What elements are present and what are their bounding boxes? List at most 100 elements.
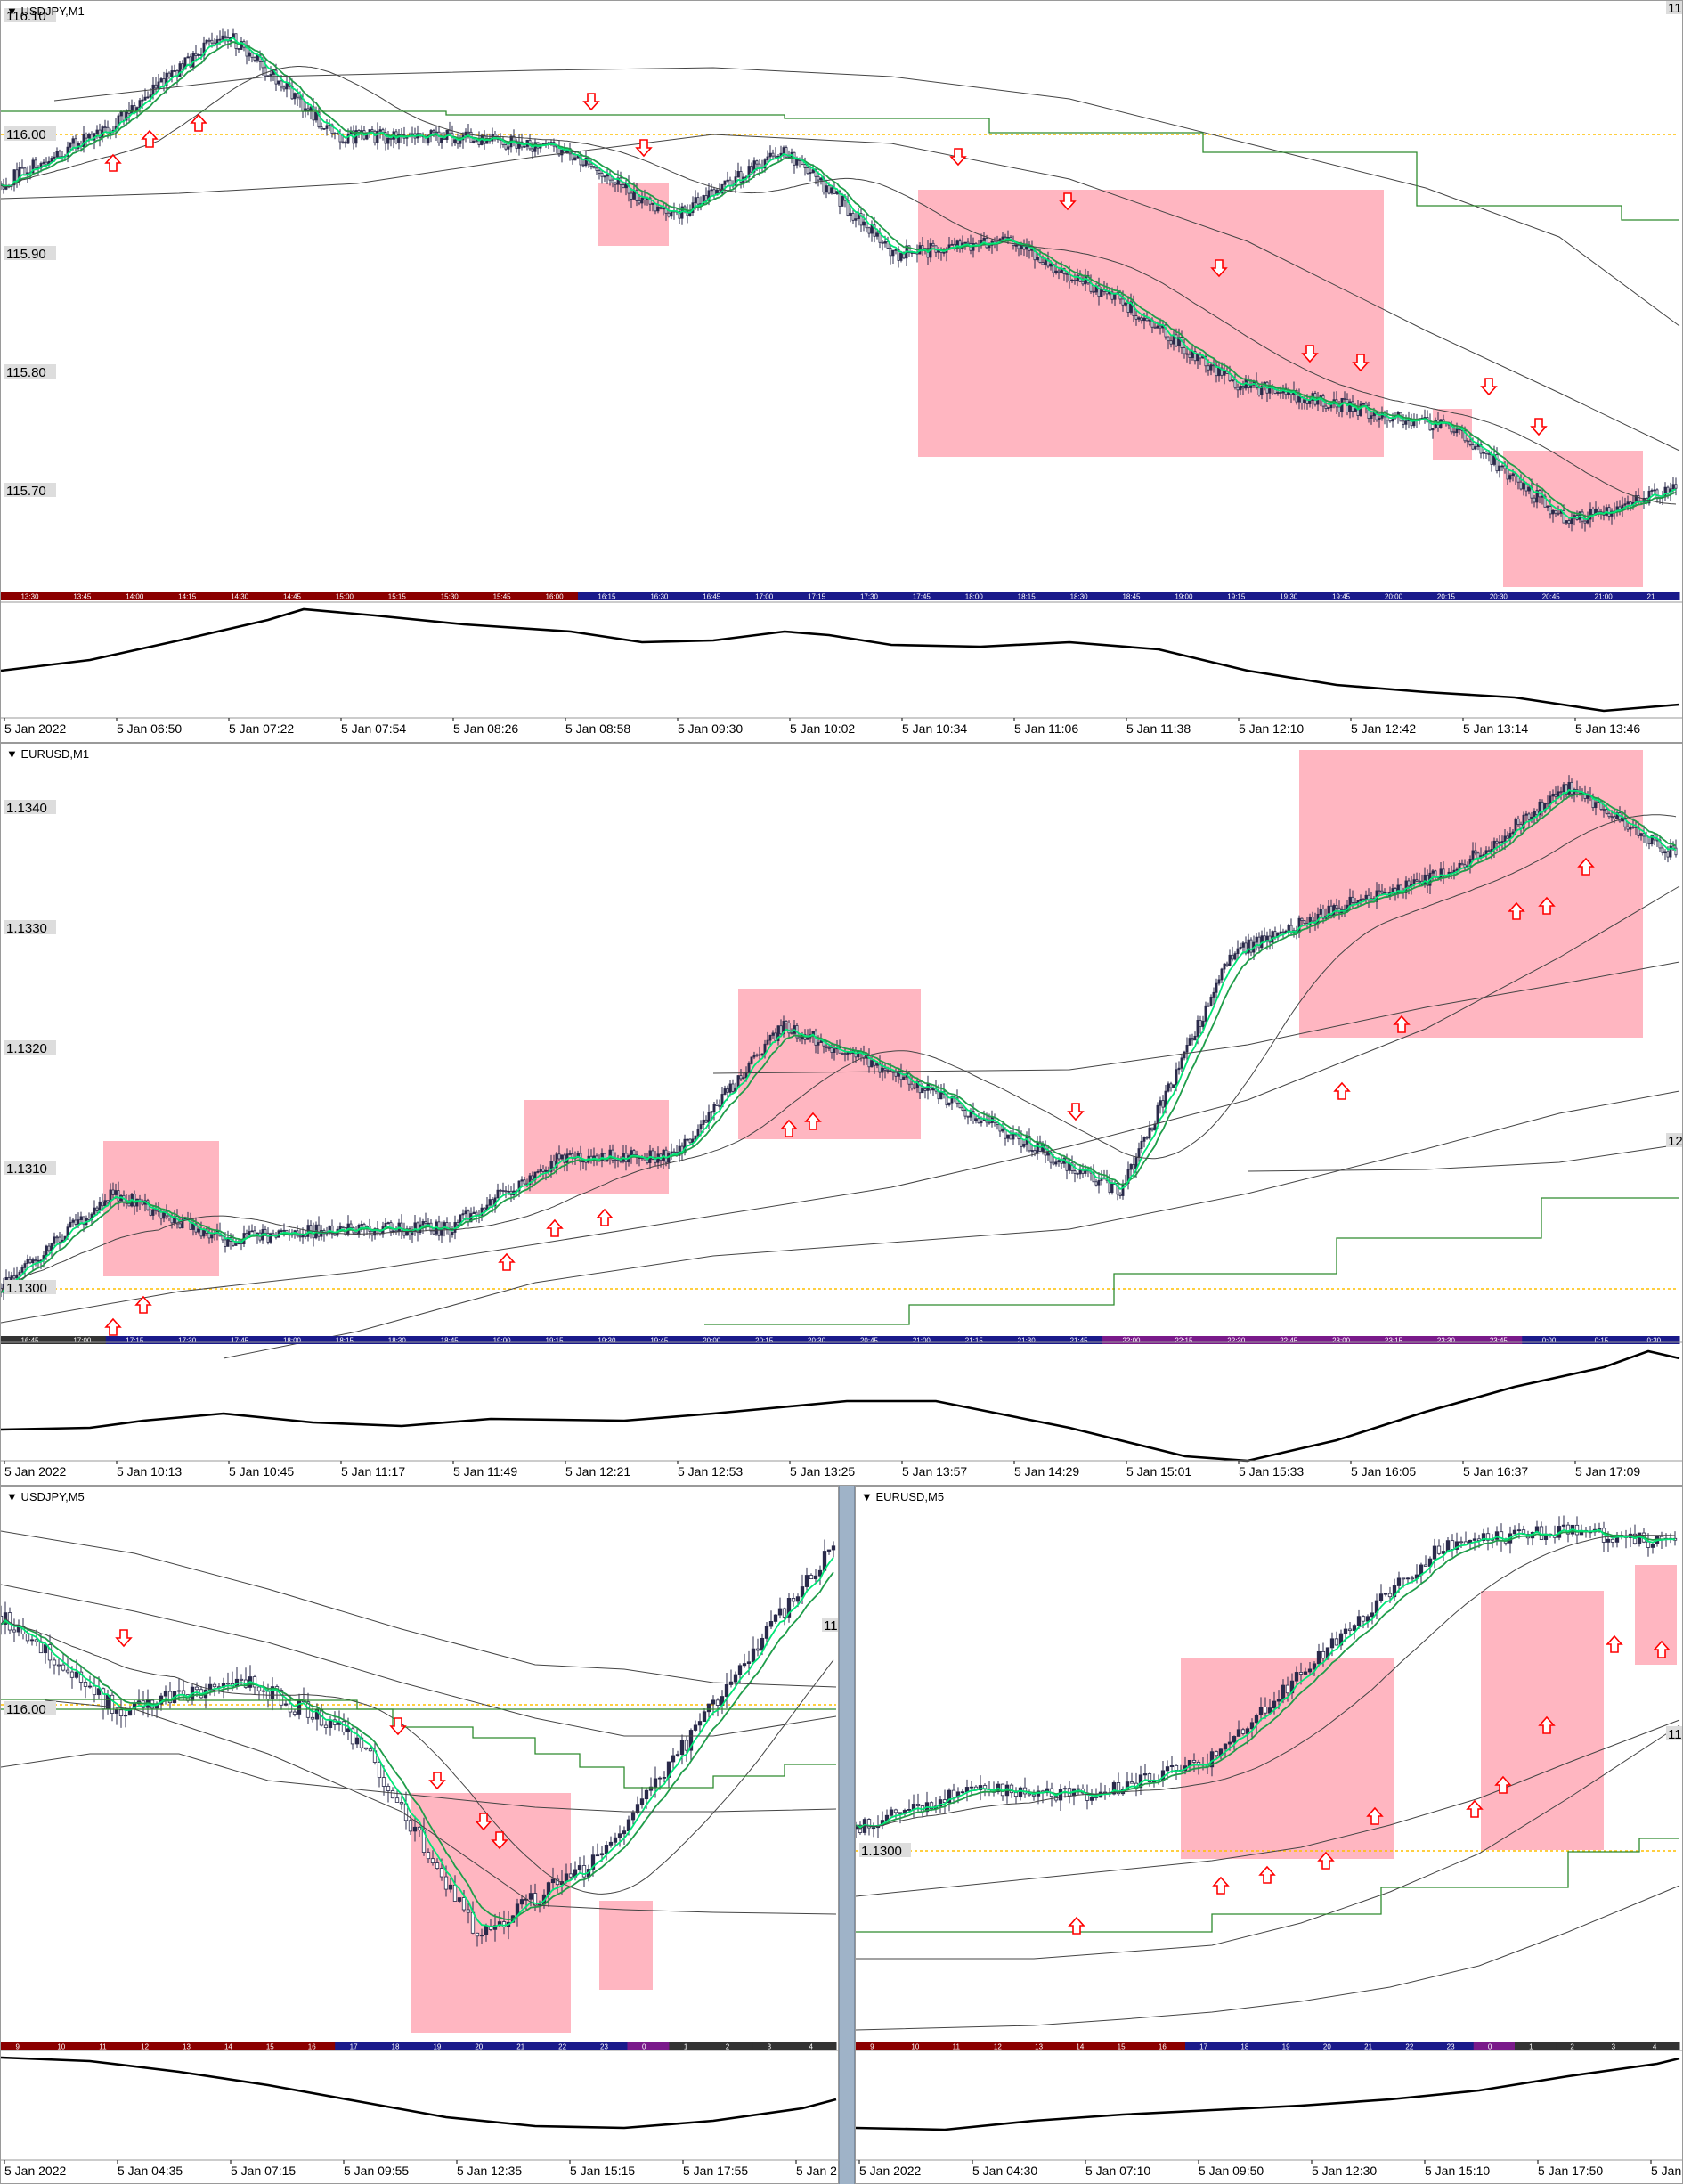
- usdjpy-m1-chart[interactable]: ▼ USDJPY,M1 116.10 116.00 115.90 115.80 115.…: [0, 0, 1683, 743]
- candle: [306, 108, 310, 111]
- session-bar-label: 18:30: [388, 1337, 407, 1345]
- candle: [1159, 325, 1162, 329]
- session-bar-label: 18: [1240, 2043, 1248, 2051]
- candle: [373, 1228, 377, 1236]
- candle: [248, 52, 251, 57]
- candle: [838, 191, 842, 207]
- candle: [563, 1154, 566, 1163]
- candle: [1142, 1137, 1146, 1142]
- candle: [78, 1671, 84, 1683]
- price-axis-label-bg: [4, 1161, 56, 1175]
- session-bar-label: 19:30: [598, 1337, 616, 1345]
- candle: [614, 182, 617, 185]
- candle: [974, 1118, 978, 1121]
- candle: [768, 1621, 774, 1627]
- candle: [1110, 291, 1114, 300]
- candle: [1503, 835, 1507, 843]
- time-axis-label: 5 Jan 04:30: [972, 2164, 1037, 2178]
- candle: [461, 1897, 467, 1911]
- session-bar-segment: [473, 592, 526, 600]
- candle: [1183, 347, 1186, 354]
- session-bar-segment: [682, 1336, 736, 1344]
- candle: [1272, 1700, 1277, 1709]
- eurusd-m5-chart[interactable]: ▼ EURUSD,M5 1.1300 11 9 10 11 12 13 14 15 16 17 18 1…: [855, 1486, 1683, 2184]
- candle: [1153, 1123, 1157, 1131]
- session-bar-label: 20: [1323, 2043, 1331, 2051]
- candle: [608, 1841, 614, 1846]
- candle: [317, 1224, 321, 1237]
- session-bar-label: 17:45: [913, 593, 931, 601]
- session-bar-segment: [1207, 592, 1261, 600]
- candle: [350, 1728, 355, 1745]
- buy-arrow-icon: [804, 1112, 822, 1130]
- time-axis-label: 5 Jan 15:01: [1126, 1464, 1191, 1479]
- session-bar-segment: [787, 1336, 841, 1344]
- candle: [25, 1634, 30, 1642]
- candle: [1658, 839, 1662, 849]
- session-bar-segment: [167, 2042, 210, 2050]
- candle: [1327, 905, 1330, 917]
- candle: [595, 1854, 600, 1857]
- candle: [1167, 1083, 1170, 1092]
- candle: [1249, 939, 1253, 953]
- collapse-triangle-icon[interactable]: ▼: [6, 747, 18, 761]
- candle: [728, 1083, 732, 1093]
- candle: [280, 1230, 283, 1232]
- session-bar-label: 15: [266, 2043, 274, 2051]
- sell-arrow-icon: [1480, 378, 1498, 396]
- candle: [264, 1229, 267, 1234]
- session-bar-segment: [1515, 2042, 1557, 2050]
- usdjpy-m5-chart[interactable]: ▼ USDJPY,M5 116.00 11 9 10 11 12 13 14 15 16 17 18 1…: [0, 1486, 839, 2184]
- candle: [451, 1232, 454, 1235]
- candle: [617, 1833, 622, 1838]
- candle: [215, 39, 219, 45]
- candle: [101, 1201, 104, 1207]
- session-bar-label: 19:00: [1175, 593, 1193, 601]
- candle: [1321, 1650, 1326, 1659]
- time-axis-label: 5 Jan 15:15: [570, 2164, 635, 2178]
- candle: [1565, 520, 1568, 524]
- candle: [831, 1545, 836, 1551]
- candle: [332, 1719, 337, 1725]
- session-bar-segment: [787, 592, 841, 600]
- time-axis-label: 5 Jan 07:22: [229, 721, 294, 736]
- candle: [1511, 831, 1515, 834]
- long-ma-line: [1, 1618, 834, 1895]
- session-bar-segment: [251, 2042, 294, 2050]
- time-axis-label: 5 Jan 13:25: [790, 1464, 855, 1479]
- collapse-triangle-icon[interactable]: ▼: [6, 1490, 18, 1504]
- candle: [55, 1236, 59, 1239]
- candle: [1334, 1638, 1339, 1646]
- candle: [1396, 1577, 1402, 1586]
- candle: [1511, 473, 1515, 477]
- candle: [472, 1211, 476, 1215]
- candle: [475, 1932, 480, 1937]
- session-bar-label: 19:45: [650, 1337, 669, 1345]
- candle: [755, 1648, 760, 1651]
- candle: [1431, 870, 1435, 874]
- eurusd-m1-chart[interactable]: ▼ EURUSD,M1 1.1340 1.1330 1.1320 1.1310 1.13…: [0, 743, 1683, 1486]
- candle: [564, 1873, 569, 1882]
- session-bar-label: 22:15: [1175, 1337, 1193, 1345]
- collapse-triangle-icon[interactable]: ▼: [861, 1490, 873, 1504]
- candle: [1217, 367, 1221, 377]
- oscillator-line: [1, 2056, 837, 2130]
- candle: [1434, 870, 1437, 877]
- session-bar-label: 22:45: [1280, 1337, 1298, 1345]
- candle: [560, 150, 564, 156]
- session-bar-segment: [1522, 1336, 1575, 1344]
- candle: [1361, 1616, 1366, 1622]
- envelope-line: [1, 1753, 837, 1813]
- panel-splitter[interactable]: [839, 1486, 855, 2184]
- candle: [686, 1138, 689, 1141]
- candle: [1013, 1792, 1019, 1797]
- collapse-triangle-icon[interactable]: ▼: [6, 4, 18, 18]
- candle: [1436, 1545, 1442, 1554]
- session-bar-label: 14:30: [231, 593, 249, 601]
- session-bar-label: 14:00: [126, 593, 144, 601]
- candle: [1006, 237, 1010, 239]
- candle: [472, 140, 476, 143]
- candle: [704, 195, 708, 201]
- session-bar-label: 17:00: [755, 593, 774, 601]
- candle: [191, 1223, 195, 1230]
